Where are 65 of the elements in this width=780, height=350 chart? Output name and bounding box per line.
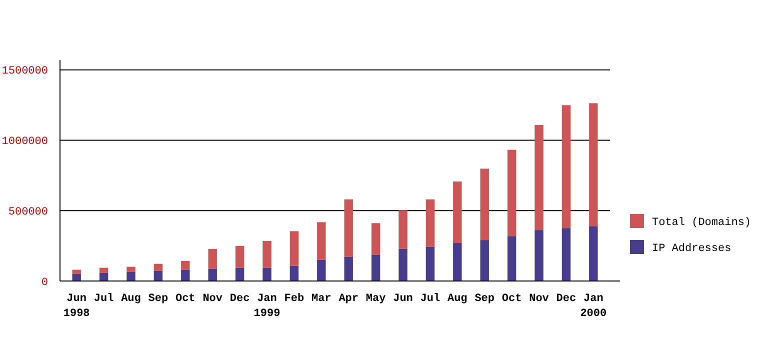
legend-label: IP Addresses [652, 242, 732, 255]
x-tick-label: Dec [556, 293, 576, 305]
bar [534, 125, 544, 230]
bar [480, 240, 489, 281]
x-tick-label: Jan 2000 [580, 293, 607, 320]
bar [262, 268, 272, 281]
bar [344, 256, 353, 281]
bar [208, 248, 217, 269]
bar [562, 228, 571, 281]
legend-label: Total (Domains) [652, 216, 752, 229]
bar [154, 264, 163, 271]
bar [181, 270, 190, 281]
bar [480, 168, 489, 240]
bar [235, 268, 244, 281]
bar [507, 150, 516, 236]
x-tick-label: Aug [447, 293, 468, 305]
x-tick-label: May [366, 293, 386, 305]
bar [426, 246, 435, 281]
bar [453, 181, 462, 243]
x-tick-label: Apr [338, 293, 359, 305]
x-tick-label: Nov [529, 293, 550, 305]
x-tick-label: Mar [311, 293, 332, 305]
bar [235, 246, 244, 268]
bar [344, 199, 353, 257]
y-tick-label: 1000000 [2, 136, 48, 148]
y-tick-label: 0 [41, 276, 48, 289]
bar [398, 210, 408, 249]
x-tick-label: Aug [121, 293, 141, 305]
bar [507, 236, 516, 281]
x-tick-label: Feb [284, 293, 304, 305]
bar [208, 268, 217, 281]
bar [371, 223, 380, 255]
x-tick-label: Dec [230, 293, 250, 305]
bar [398, 248, 408, 281]
bar [534, 230, 544, 281]
bar [290, 231, 299, 266]
x-tick-label: Jun [393, 293, 413, 305]
x-tick-label: Sep [474, 293, 495, 305]
bar [72, 274, 81, 281]
y-tick-label: 1500000 [2, 66, 48, 78]
x-tick-label: Jan 1999 [254, 293, 280, 320]
bar [426, 199, 435, 247]
bar [371, 254, 380, 281]
bar [99, 272, 108, 281]
x-tick-label: Oct [502, 293, 522, 305]
bar [72, 270, 81, 274]
bar [126, 272, 136, 281]
bar [290, 266, 299, 281]
bar [562, 105, 571, 228]
x-tick-label: Sep [148, 293, 168, 305]
x-tick-label: Jul [94, 293, 114, 305]
bar [181, 260, 190, 270]
bar [262, 241, 272, 268]
bar [589, 226, 598, 281]
bar [317, 222, 326, 260]
x-tick-label: Oct [175, 293, 196, 305]
x-tick-label: Jul [420, 293, 440, 305]
bar [154, 270, 163, 281]
bar [453, 242, 462, 281]
y-tick-label: 500000 [8, 206, 48, 218]
bar [589, 103, 598, 226]
bar [317, 260, 326, 281]
x-tick-label: Jun 1998 [63, 293, 90, 320]
bar [126, 266, 136, 272]
x-tick-label: Nov [202, 293, 223, 305]
